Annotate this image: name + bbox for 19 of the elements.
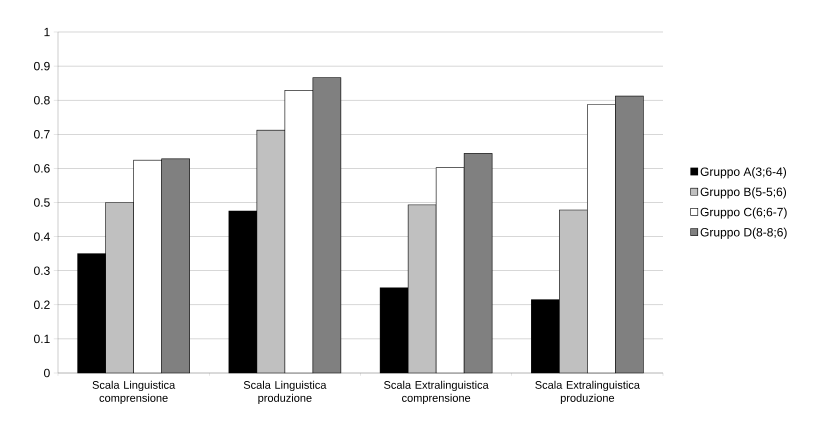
y-tick-label: 0.9 [34,62,50,70]
y-tick-label: 0.2 [34,300,50,310]
y-tick-label: 0.7 [34,130,50,139]
y-tick-label: 0.5 [34,198,50,207]
y-tick-label: 0.8 [34,96,50,104]
y-tick-label: 0.1 [34,334,50,344]
y-tick-label: 1 [44,28,50,36]
y-tick-label: 0.3 [34,266,50,275]
y-tick-label: 0 [44,368,50,378]
legend-label: Gruppo B(5-5;6) [700,187,786,198]
x-tick-label: Scala Linguistica produzione [244,380,326,404]
x-tick-label: Scala Extralinguistica comprensione [384,380,489,404]
y-tick-label: 0.6 [34,164,50,173]
legend-label: Gruppo D(8-8;6) [700,228,787,239]
x-tick-label: Scala Linguistica comprensione [92,380,176,404]
legend-label: Gruppo A(3;6-4) [700,167,786,178]
x-tick-label: Scala Extralinguistica produzione [535,380,640,404]
y-tick-label: 0.4 [34,232,50,241]
legend-label: Gruppo C(6;6-7) [700,207,787,219]
